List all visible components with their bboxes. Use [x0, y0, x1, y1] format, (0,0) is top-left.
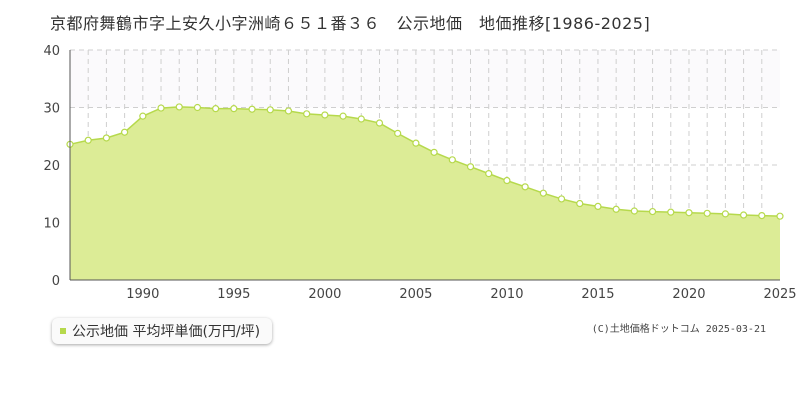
data-point — [557, 195, 566, 203]
y-tick-label: 40 — [43, 44, 60, 59]
data-point — [685, 209, 693, 217]
data-point — [248, 105, 256, 113]
x-tick-label: 2020 — [672, 287, 705, 302]
data-point — [430, 148, 438, 156]
data-point — [630, 207, 638, 215]
y-axis-ticks: 0 10 20 30 40 — [43, 44, 60, 289]
x-tick-label: 2025 — [763, 287, 796, 302]
x-tick-label: 2000 — [308, 287, 341, 302]
data-point — [157, 104, 165, 112]
data-point — [175, 103, 183, 111]
data-point — [230, 105, 238, 113]
data-point — [284, 107, 293, 115]
data-point — [594, 202, 602, 210]
copyright-text: (C)土地価格ドットコム 2025-03-21 — [591, 324, 766, 335]
data-point — [612, 205, 620, 213]
data-point — [485, 170, 493, 178]
data-point — [193, 103, 202, 112]
data-point — [212, 105, 220, 113]
data-point — [503, 176, 511, 185]
data-point — [448, 156, 456, 164]
x-tick-label: 1990 — [126, 287, 159, 302]
data-point — [375, 119, 384, 127]
data-point — [339, 112, 347, 120]
data-point — [394, 129, 402, 137]
data-point — [739, 211, 748, 219]
x-tick-label: 2005 — [399, 287, 432, 302]
axes — [69, 50, 780, 281]
data-point — [303, 110, 311, 118]
chart-title: 京都府舞鶴市字上安久小字洲崎６５１番３６ 公示地価 地価推移[1986-2025… — [50, 14, 651, 33]
data-point — [521, 183, 529, 191]
data-point — [758, 212, 766, 220]
data-point — [648, 207, 657, 216]
data-point — [576, 199, 584, 208]
x-tick-label: 1995 — [217, 287, 250, 302]
data-point — [539, 189, 547, 197]
legend-label: 公示地価 平均坪単価(万円/坪) — [72, 324, 261, 340]
data-point — [776, 212, 784, 220]
x-tick-label: 2015 — [581, 287, 614, 302]
plot-band — [70, 50, 780, 108]
data-point — [321, 111, 329, 119]
data-point — [412, 139, 420, 147]
data-point — [703, 209, 711, 217]
data-point — [266, 106, 274, 114]
series-line — [69, 106, 781, 217]
x-tick-label: 2010 — [490, 287, 523, 302]
series-points — [66, 103, 784, 220]
y-tick-label: 10 — [43, 217, 60, 232]
y-tick-label: 0 — [52, 274, 60, 289]
data-point — [139, 112, 147, 120]
x-axis-ticks: 1990 1995 2000 2005 2010 2015 2020 2025 — [126, 287, 796, 302]
data-point — [102, 134, 111, 142]
data-point — [667, 208, 675, 216]
data-point — [121, 128, 129, 136]
y-tick-label: 20 — [43, 159, 60, 174]
series-area — [70, 106, 780, 280]
data-point — [721, 210, 729, 218]
legend: 公示地価 平均坪単価(万円/坪) — [52, 318, 273, 344]
data-point — [357, 115, 365, 123]
y-tick-label: 30 — [43, 102, 60, 117]
data-point — [84, 136, 92, 144]
legend-marker — [60, 328, 66, 334]
data-point — [466, 163, 475, 171]
